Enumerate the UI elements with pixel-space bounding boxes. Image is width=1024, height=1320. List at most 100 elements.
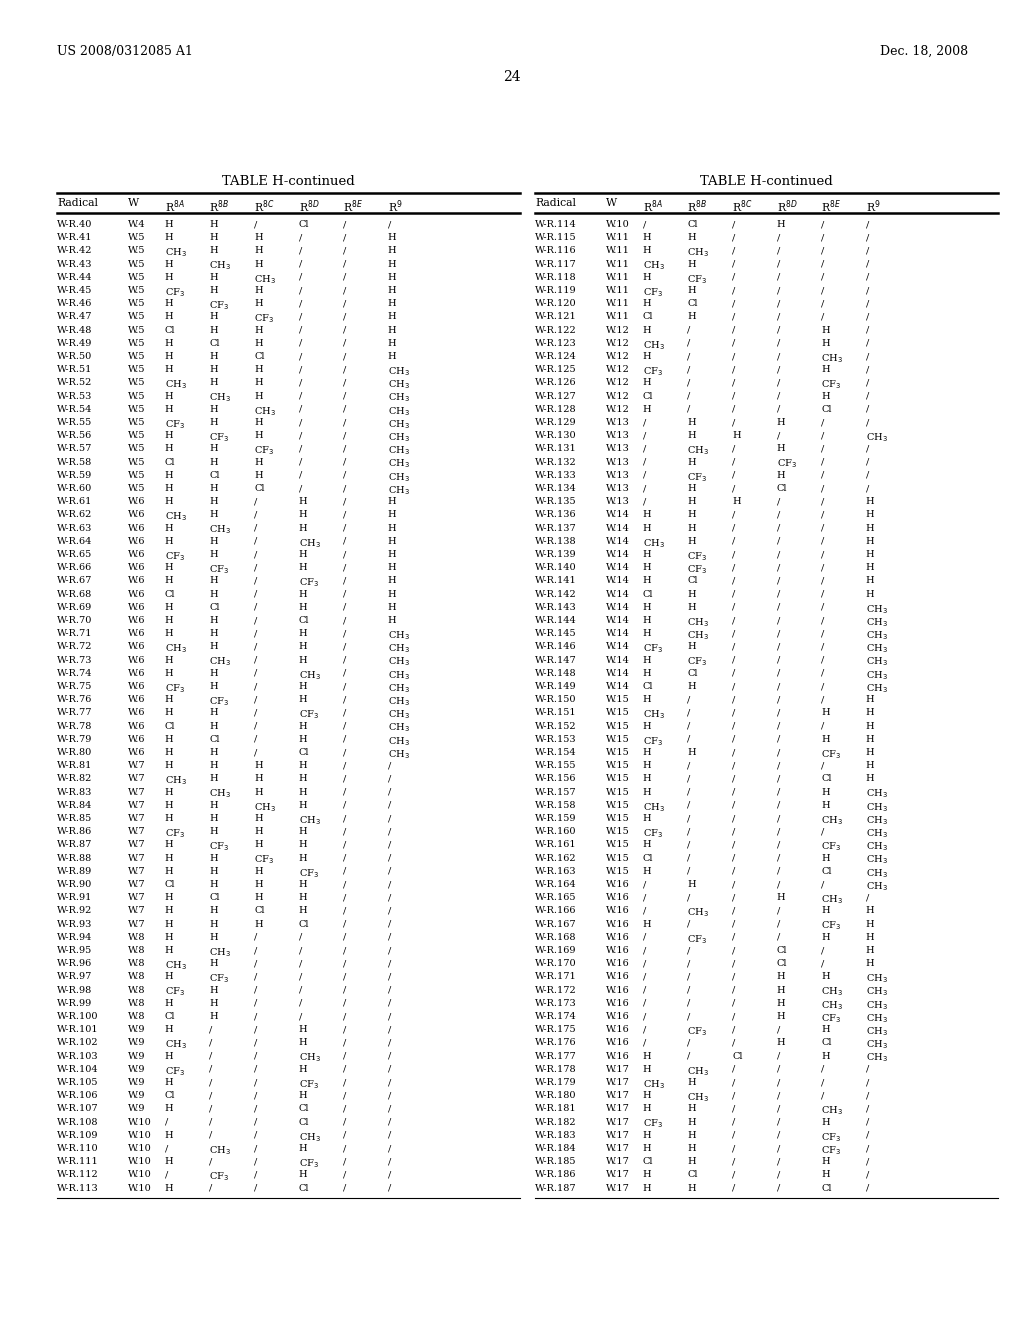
Text: Cl: Cl [643, 682, 653, 690]
Text: /: / [254, 1171, 257, 1179]
Text: W.14: W.14 [605, 537, 630, 545]
Text: H: H [299, 524, 307, 532]
Text: R$^{8D}$: R$^{8D}$ [299, 198, 319, 215]
Text: W-R.187: W-R.187 [535, 1184, 577, 1192]
Text: /: / [210, 1052, 213, 1060]
Text: H: H [254, 471, 262, 479]
Text: /: / [776, 920, 780, 928]
Text: W-R.49: W-R.49 [57, 339, 92, 347]
Text: /: / [821, 537, 824, 545]
Text: /: / [343, 986, 346, 994]
Text: CH$_3$: CH$_3$ [687, 907, 710, 919]
Text: W.17: W.17 [605, 1171, 630, 1179]
Text: /: / [732, 564, 735, 572]
Text: CH$_3$: CH$_3$ [865, 656, 888, 668]
Text: /: / [343, 550, 346, 558]
Text: CH$_3$: CH$_3$ [865, 643, 888, 655]
Text: /: / [687, 986, 690, 994]
Text: /: / [865, 352, 869, 360]
Text: Cl: Cl [165, 458, 175, 466]
Text: CH$_3$: CH$_3$ [388, 722, 410, 734]
Text: /: / [732, 880, 735, 888]
Text: W-R.173: W-R.173 [535, 999, 577, 1007]
Text: W-R.106: W-R.106 [57, 1092, 98, 1100]
Text: H: H [687, 498, 696, 506]
Text: /: / [343, 511, 346, 519]
Text: H: H [165, 392, 173, 400]
Text: CF$_3$: CF$_3$ [643, 286, 663, 298]
Text: W-R.185: W-R.185 [535, 1158, 577, 1166]
Text: W.5: W.5 [128, 445, 145, 453]
Text: W.11: W.11 [605, 300, 630, 308]
Text: CH$_3$: CH$_3$ [865, 1052, 888, 1064]
Text: /: / [732, 986, 735, 994]
Text: Cl: Cl [643, 854, 653, 862]
Text: H: H [687, 748, 696, 756]
Text: W-R.132: W-R.132 [535, 458, 577, 466]
Text: W-R.79: W-R.79 [57, 735, 92, 743]
Text: /: / [210, 1078, 213, 1086]
Text: H: H [299, 894, 307, 902]
Text: /: / [343, 432, 346, 440]
Text: /: / [776, 722, 780, 730]
Text: W-R.175: W-R.175 [535, 1026, 577, 1034]
Text: /: / [732, 841, 735, 849]
Text: /: / [776, 1078, 780, 1086]
Text: CH$_3$: CH$_3$ [687, 1092, 710, 1104]
Text: W.16: W.16 [605, 933, 630, 941]
Text: W-R.67: W-R.67 [57, 577, 92, 585]
Text: H: H [210, 234, 218, 242]
Text: W.5: W.5 [128, 471, 145, 479]
Text: H: H [388, 498, 396, 506]
Text: H: H [165, 907, 173, 915]
Text: W.6: W.6 [128, 564, 145, 572]
Text: /: / [388, 775, 391, 783]
Text: /: / [687, 775, 690, 783]
Text: R$^{8A}$: R$^{8A}$ [165, 198, 184, 215]
Text: /: / [687, 920, 690, 928]
Text: CH$_3$: CH$_3$ [299, 814, 321, 826]
Text: /: / [687, 867, 690, 875]
Text: /: / [776, 392, 780, 400]
Text: H: H [210, 722, 218, 730]
Text: /: / [254, 999, 257, 1007]
Text: CH$_3$: CH$_3$ [865, 630, 888, 642]
Text: /: / [687, 960, 690, 968]
Text: CH$_3$: CH$_3$ [388, 458, 410, 470]
Text: W.5: W.5 [128, 366, 145, 374]
Text: /: / [732, 537, 735, 545]
Text: /: / [343, 696, 346, 704]
Text: /: / [865, 273, 869, 281]
Text: CH$_3$: CH$_3$ [165, 775, 186, 787]
Text: W.17: W.17 [605, 1092, 630, 1100]
Text: W-R.124: W-R.124 [535, 352, 577, 360]
Text: /: / [865, 471, 869, 479]
Text: H: H [165, 709, 173, 717]
Text: H: H [821, 366, 829, 374]
Text: W.14: W.14 [605, 616, 630, 624]
Text: W.6: W.6 [128, 656, 145, 664]
Text: /: / [687, 722, 690, 730]
Text: W.8: W.8 [128, 946, 145, 954]
Text: W-R.62: W-R.62 [57, 511, 92, 519]
Text: H: H [776, 986, 785, 994]
Text: W-R.163: W-R.163 [535, 867, 577, 875]
Text: W-R.144: W-R.144 [535, 616, 577, 624]
Text: /: / [254, 709, 257, 717]
Text: /: / [821, 880, 824, 888]
Text: /: / [343, 682, 346, 690]
Text: CH$_3$: CH$_3$ [388, 366, 410, 378]
Text: H: H [388, 339, 396, 347]
Text: /: / [732, 722, 735, 730]
Text: /: / [388, 880, 391, 888]
Text: /: / [865, 458, 869, 466]
Text: W.12: W.12 [605, 379, 630, 387]
Text: CH$_3$: CH$_3$ [254, 801, 275, 813]
Text: /: / [732, 418, 735, 426]
Text: W.9: W.9 [128, 1026, 145, 1034]
Text: W-R.93: W-R.93 [57, 920, 92, 928]
Text: W-R.53: W-R.53 [57, 392, 92, 400]
Text: /: / [732, 907, 735, 915]
Text: H: H [165, 220, 173, 228]
Text: CH$_3$: CH$_3$ [299, 669, 321, 681]
